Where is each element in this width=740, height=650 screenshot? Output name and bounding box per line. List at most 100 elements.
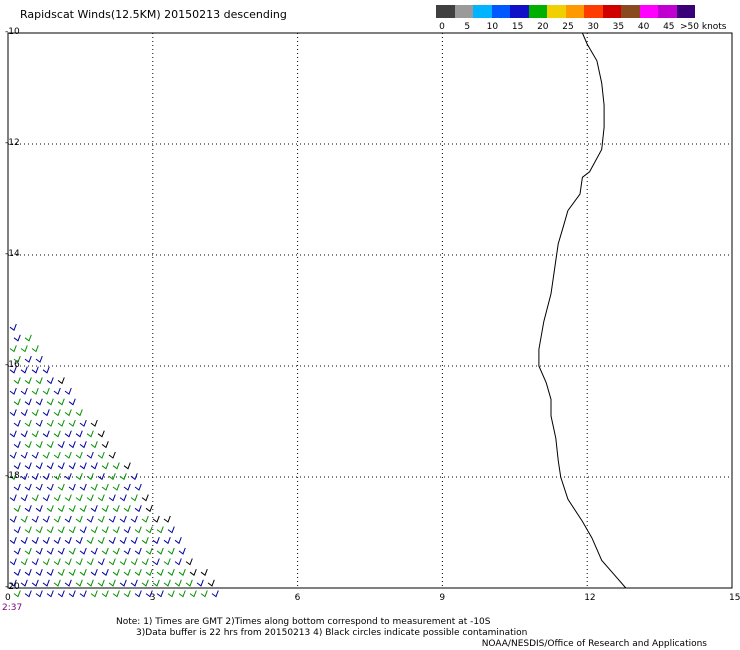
wind-barb	[109, 473, 115, 479]
wind-barb	[98, 559, 104, 565]
wind-barb	[43, 580, 49, 586]
wind-barb	[109, 452, 115, 458]
wind-barb	[14, 527, 20, 533]
wind-barb	[142, 516, 148, 522]
wind-barb	[14, 399, 20, 405]
lat-tick-label: -18	[5, 471, 20, 481]
wind-barb	[87, 516, 93, 522]
wind-barb	[43, 559, 49, 565]
wind-barb	[69, 569, 75, 575]
wind-barb	[91, 463, 97, 469]
wind-barb	[87, 452, 93, 458]
wind-barb	[208, 580, 214, 586]
lon-tick-label: 3	[150, 593, 156, 603]
wind-barb	[47, 569, 53, 575]
wind-barb	[131, 580, 137, 586]
wind-barb	[113, 548, 119, 554]
wind-barb	[25, 548, 31, 554]
wind-barb	[36, 591, 42, 597]
wind-barb	[146, 548, 152, 554]
wind-barb	[21, 388, 27, 394]
lon-tick-label: 0	[5, 593, 11, 603]
wind-barb	[76, 580, 82, 586]
wind-barb	[76, 516, 82, 522]
wind-barb	[14, 441, 20, 447]
wind-barb	[25, 399, 31, 405]
wind-barb	[120, 580, 126, 586]
wind-barb	[102, 591, 108, 597]
wind-barb	[54, 559, 60, 565]
wind-barb	[102, 548, 108, 554]
wind-barb	[120, 495, 126, 501]
wind-barb	[168, 591, 174, 597]
wind-barb	[109, 559, 115, 565]
wind-barb	[21, 452, 27, 458]
wind-barb	[10, 516, 16, 522]
wind-barb	[32, 388, 38, 394]
wind-barb	[32, 537, 38, 543]
wind-barb	[58, 591, 64, 597]
wind-barb	[58, 527, 64, 533]
wind-barb	[47, 441, 53, 447]
wind-barb	[102, 569, 108, 575]
wind-barb	[91, 591, 97, 597]
wind-barb	[25, 591, 31, 597]
lat-tick-label: -10	[5, 27, 20, 37]
wind-barb	[36, 505, 42, 511]
wind-barb	[25, 377, 31, 383]
wind-barb	[98, 516, 104, 522]
wind-barb	[87, 431, 93, 437]
wind-barb	[58, 463, 64, 469]
wind-barb	[76, 495, 82, 501]
wind-barb	[153, 580, 159, 586]
wind-barb	[124, 484, 130, 490]
wind-barb	[14, 548, 20, 554]
wind-barb	[168, 548, 174, 554]
wind-barb	[142, 537, 148, 543]
wind-barb	[69, 591, 75, 597]
wind-barb	[36, 441, 42, 447]
wind-barb	[212, 591, 218, 597]
wind-barb	[113, 527, 119, 533]
wind-barb	[109, 580, 115, 586]
wind-barb	[98, 580, 104, 586]
wind-barb	[142, 495, 148, 501]
wind-barb	[124, 548, 130, 554]
wind-barb	[10, 431, 16, 437]
wind-barb	[65, 431, 71, 437]
wind-barb	[102, 463, 108, 469]
wind-barb	[186, 559, 192, 565]
wind-barb	[175, 559, 181, 565]
wind-barb	[58, 569, 64, 575]
wind-barb	[76, 473, 82, 479]
wind-barb	[124, 591, 130, 597]
wind-barb	[168, 527, 174, 533]
wind-barb	[124, 569, 130, 575]
wind-barb	[157, 591, 163, 597]
wind-barb	[80, 527, 86, 533]
wind-barb	[21, 345, 27, 351]
wind-barb	[135, 548, 141, 554]
wind-barb	[21, 580, 27, 586]
wind-barb	[36, 463, 42, 469]
wind-barb	[54, 473, 60, 479]
wind-barb	[32, 495, 38, 501]
wind-barb	[47, 399, 53, 405]
wind-barb	[135, 484, 141, 490]
wind-barb	[69, 420, 75, 426]
wind-barb	[113, 463, 119, 469]
wind-barb	[21, 473, 27, 479]
wind-barb	[76, 452, 82, 458]
lon-tick-label: 9	[439, 593, 445, 603]
wind-barb	[80, 591, 86, 597]
wind-barb	[113, 505, 119, 511]
wind-barb	[69, 463, 75, 469]
lon-tick-label: 15	[729, 593, 740, 603]
wind-barb	[58, 420, 64, 426]
wind-barb	[58, 377, 64, 383]
wind-barb	[65, 580, 71, 586]
wind-barb	[87, 580, 93, 586]
wind-barb	[131, 516, 137, 522]
wind-barb	[14, 463, 20, 469]
wind-barb	[201, 569, 207, 575]
